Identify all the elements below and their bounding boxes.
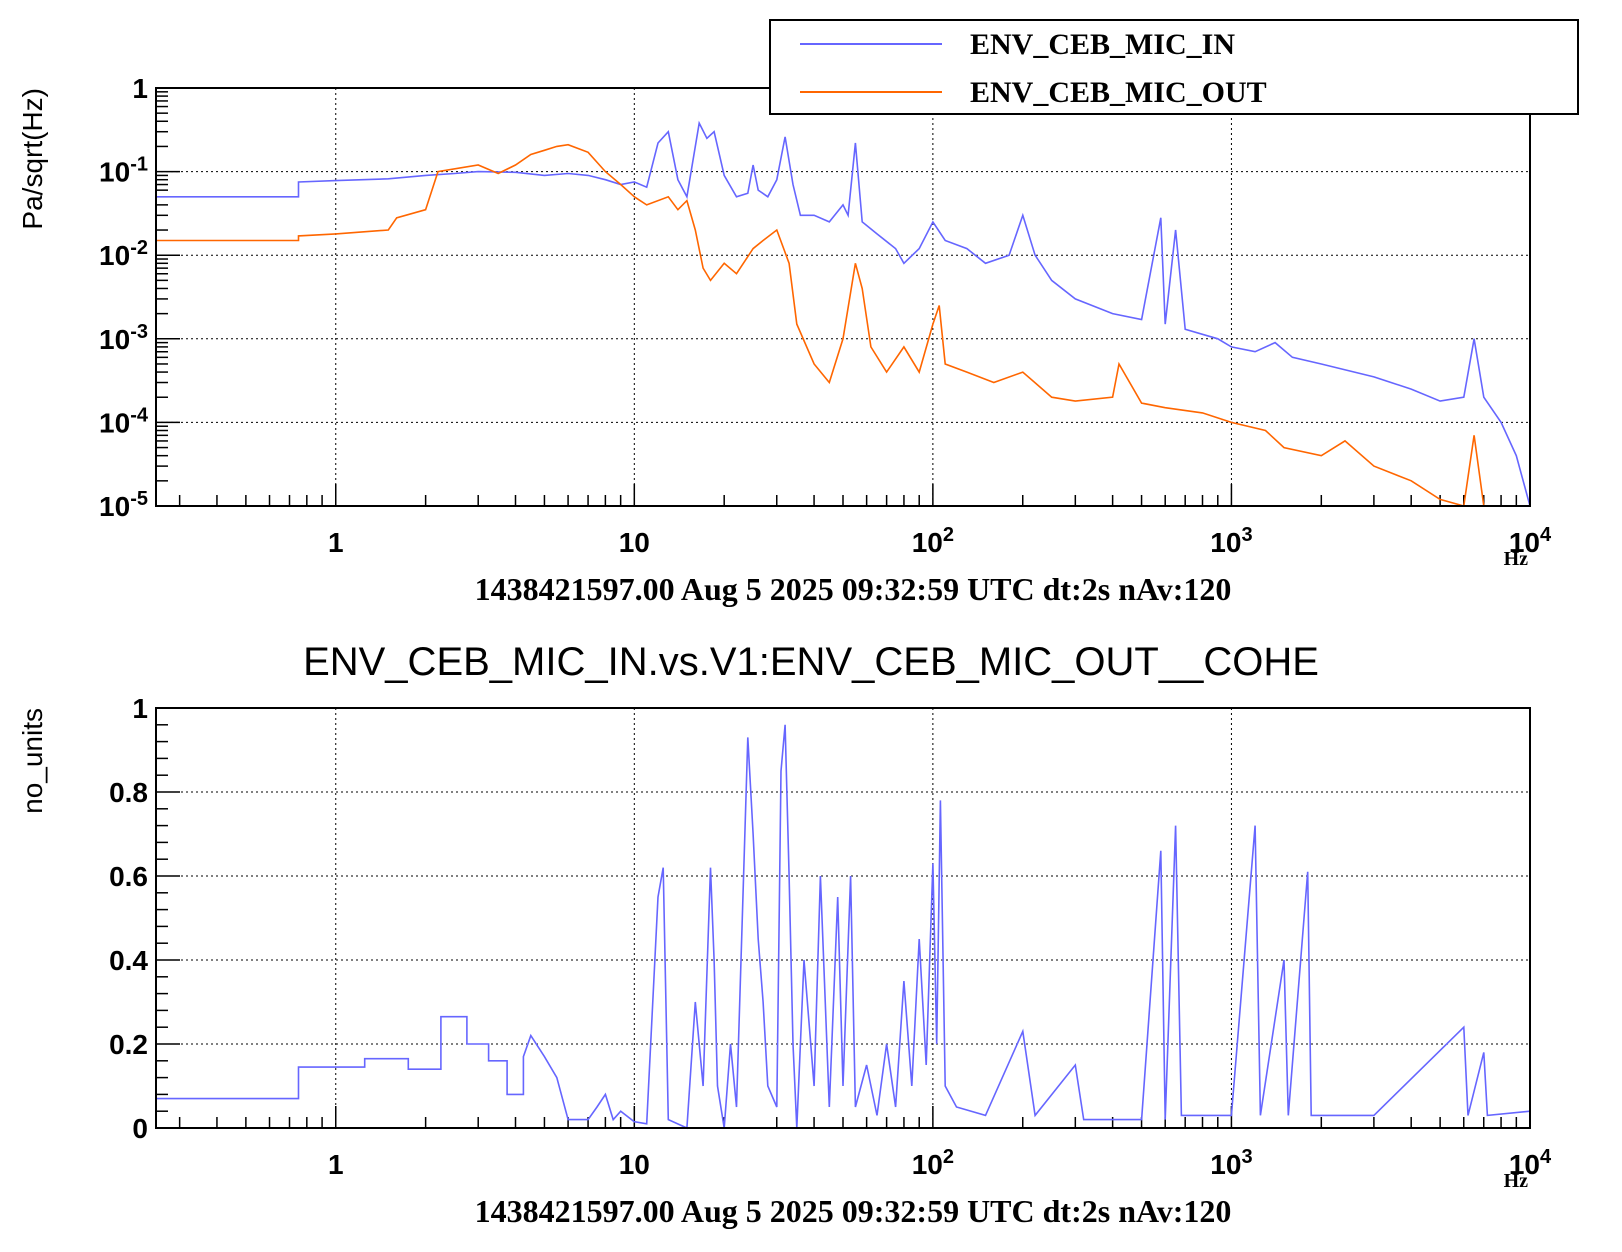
x-tick-label: 10 bbox=[619, 1149, 650, 1180]
y-axis-label: no_units bbox=[17, 708, 48, 814]
series-line-coherence bbox=[156, 724, 1531, 1130]
y-axis-label: Pa/sqrt(Hz) bbox=[17, 88, 48, 230]
x-tick-label: 103 bbox=[1210, 1146, 1252, 1180]
series-line-env-ceb-mic-out bbox=[155, 143, 1485, 508]
y-tick-label: 1 bbox=[132, 73, 148, 104]
chart-title: ENV_CEB_MIC_IN.vs.V1:ENV_CEB_MIC_OUT__CO… bbox=[303, 640, 1319, 684]
x-axis-unit-label: Hz bbox=[1504, 1170, 1529, 1192]
panel-1: 1 10 102 103 104110-110-210-310-410-5Pa/sqrt… bbox=[17, 19, 1579, 607]
x-tick-label: 102 bbox=[912, 1146, 954, 1180]
legend-entry: ENV_CEB_MIC_IN bbox=[970, 28, 1235, 61]
x-tick-label: 104 bbox=[1509, 1146, 1552, 1180]
y-tick-label: 0.2 bbox=[109, 1029, 148, 1060]
x-tick-label: 1 bbox=[328, 527, 344, 558]
y-tick-label: 10-3 bbox=[99, 321, 148, 355]
x-tick-label: 10 bbox=[619, 527, 650, 558]
y-tick-label: 0.6 bbox=[109, 861, 148, 892]
x-tick-label: 1 bbox=[328, 1149, 344, 1180]
x-tick-label: 103 bbox=[1210, 524, 1252, 558]
timestamp-footer: 1438421597.00 Aug 5 2025 09:32:59 UTC dt… bbox=[475, 571, 1232, 607]
legend: ENV_CEB_MIC_IN ENV_CEB_MIC_OUT bbox=[769, 19, 1579, 115]
timestamp-footer: 1438421597.00 Aug 5 2025 09:32:59 UTC dt… bbox=[475, 1193, 1232, 1229]
legend-entry: ENV_CEB_MIC_OUT bbox=[970, 76, 1267, 109]
y-tick-label: 0.4 bbox=[109, 945, 148, 976]
panel-2: 1 10 102 103 104 0 0.2 0.4 0.6 0.8 1 no_units Hz 1438… bbox=[17, 640, 1552, 1229]
y-tick-label: 1 bbox=[132, 693, 148, 724]
y-tick-label: 10-2 bbox=[99, 237, 148, 271]
x-axis-unit-label: Hz bbox=[1504, 548, 1529, 570]
y-tick-label: 10-4 bbox=[99, 404, 149, 438]
y-tick-label: 10-1 bbox=[99, 154, 148, 188]
legend-box bbox=[769, 19, 1579, 115]
y-tick-label: 10-5 bbox=[99, 488, 148, 522]
series-line-env-ceb-mic-in bbox=[156, 120, 1531, 507]
y-tick-label: 0.8 bbox=[109, 777, 148, 808]
x-tick-label: 102 bbox=[912, 524, 954, 558]
plot-frame bbox=[155, 707, 1531, 1129]
plot-frame bbox=[155, 87, 1531, 507]
y-tick-label: 0 bbox=[132, 1113, 148, 1144]
